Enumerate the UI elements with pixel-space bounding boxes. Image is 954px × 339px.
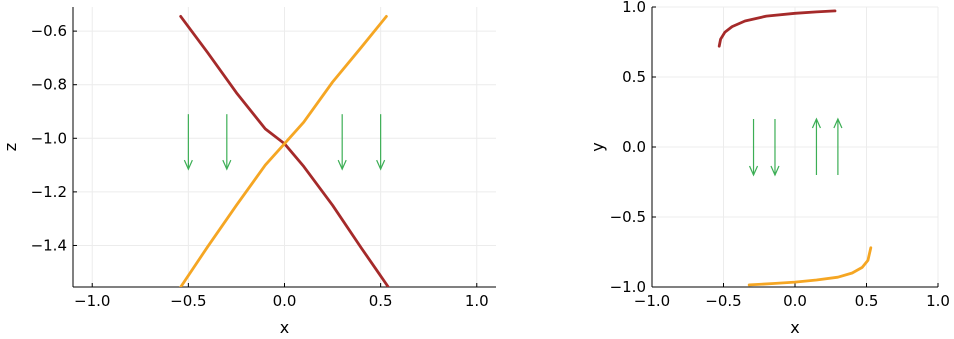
field-arrow <box>337 114 347 171</box>
x-tick-label: −1.0 <box>634 292 670 310</box>
field-arrow <box>376 114 386 171</box>
y-tick-label: −1.0 <box>31 129 67 147</box>
y-tick-label: −0.8 <box>31 76 67 94</box>
y-axis-label: y <box>588 142 607 151</box>
series-line-2 <box>179 14 388 287</box>
field-arrow <box>748 119 759 177</box>
chart-1: −1.0 −0.5 0.0 0.5 1.0 −1.4 −1.2 −1.0 −0.8 −0.6 x z <box>1 7 496 337</box>
field-arrow <box>222 114 232 171</box>
x-tick-label: 0.0 <box>783 292 807 310</box>
y-tick-label: 1.0 <box>622 0 646 16</box>
x-axis-label: x <box>790 318 799 337</box>
y-tick-label: 0.0 <box>622 138 646 156</box>
y-tick-label: −0.6 <box>31 22 67 40</box>
y-tick-label: −1.4 <box>31 236 67 254</box>
field-arrow <box>770 119 780 177</box>
x-tick-label: −1.0 <box>74 292 110 310</box>
x-tick-label: 1.0 <box>465 292 489 310</box>
y-tick-label: −1.0 <box>610 278 646 296</box>
x-tick-label: 0.0 <box>273 292 297 310</box>
x-tick-label: 1.0 <box>926 292 950 310</box>
series-line-2 <box>747 246 873 287</box>
x-tick-label: 0.5 <box>855 292 879 310</box>
field-arrow <box>183 114 193 171</box>
chart-2: −1.0 −0.5 0.0 0.5 1.0 −1.0 −0.5 0.0 0.5 1.0 x y <box>588 0 950 337</box>
y-tick-label: −0.5 <box>610 208 646 226</box>
y-tick-label: 0.5 <box>622 68 646 86</box>
y-tick-label: −1.2 <box>31 183 67 201</box>
x-axis-label: x <box>280 318 289 337</box>
field-arrow <box>833 117 843 175</box>
y-axis-label: z <box>1 143 20 151</box>
x-tick-label: −0.5 <box>170 292 206 310</box>
series-line-1 <box>717 9 837 48</box>
x-tick-label: −0.5 <box>705 292 741 310</box>
field-arrow <box>811 117 821 175</box>
x-tick-label: 0.5 <box>369 292 393 310</box>
